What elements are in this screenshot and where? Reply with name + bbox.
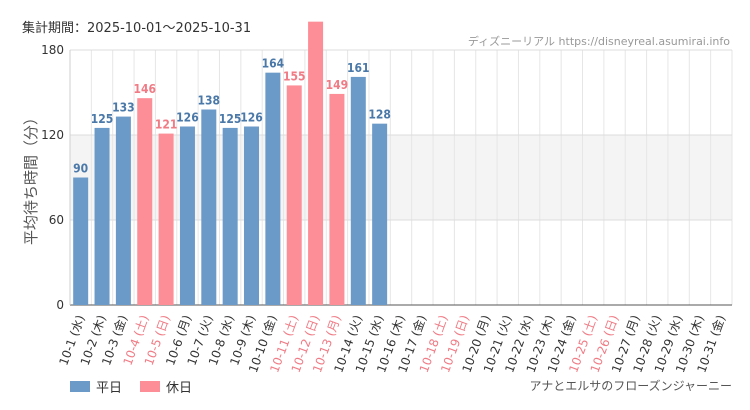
y-axis-title: 平均待ち時間（分） xyxy=(22,110,40,245)
legend-label-weekday: 平日 xyxy=(96,381,123,396)
legend-swatch-weekday xyxy=(70,381,90,392)
legend: 平日 休日 xyxy=(70,377,192,396)
data-label: 161 xyxy=(347,61,370,75)
bar xyxy=(115,116,131,305)
period-label: 集計期間：2025-10-01～2025-10-31 xyxy=(22,21,252,36)
bar xyxy=(286,85,302,306)
attraction-name: アナとエルサのフローズンジャーニー xyxy=(529,379,732,393)
legend-item-holiday[interactable]: 休日 xyxy=(140,377,192,396)
data-label: 125 xyxy=(219,112,242,126)
data-label: 164 xyxy=(262,57,285,71)
data-label: 90 xyxy=(73,162,88,176)
data-label: 155 xyxy=(283,69,306,83)
bar xyxy=(308,21,324,306)
bar xyxy=(73,177,89,305)
bar xyxy=(244,126,260,305)
data-label: 125 xyxy=(91,112,114,126)
bar xyxy=(265,72,281,306)
bar xyxy=(329,93,345,306)
legend-item-weekday[interactable]: 平日 xyxy=(70,377,122,396)
data-label: 149 xyxy=(326,78,349,92)
data-label: 126 xyxy=(176,111,199,125)
bar xyxy=(372,123,388,306)
bar xyxy=(94,127,110,306)
data-label: 146 xyxy=(133,82,156,96)
bar xyxy=(158,133,174,305)
data-label: 128 xyxy=(368,108,391,122)
data-label: 138 xyxy=(198,94,221,108)
y-tick-label: 180 xyxy=(41,43,64,57)
y-tick-label: 0 xyxy=(56,298,64,312)
data-label: 126 xyxy=(240,111,263,125)
legend-swatch-holiday xyxy=(140,381,161,392)
bar xyxy=(201,109,217,305)
y-tick-label: 120 xyxy=(41,128,64,142)
y-tick-label: 60 xyxy=(49,213,64,227)
source-credit: ディズニーリアル https://disneyreal.asumirai.inf… xyxy=(467,35,730,48)
bar xyxy=(350,76,366,306)
legend-label-holiday: 休日 xyxy=(166,381,193,396)
data-label: 133 xyxy=(112,101,135,115)
bar xyxy=(137,98,153,306)
bar xyxy=(179,126,195,305)
data-label: 121 xyxy=(155,118,178,132)
bar xyxy=(222,127,238,306)
